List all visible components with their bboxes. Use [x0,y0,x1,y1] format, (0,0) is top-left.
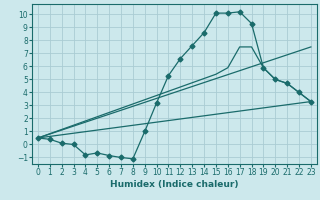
X-axis label: Humidex (Indice chaleur): Humidex (Indice chaleur) [110,180,239,189]
